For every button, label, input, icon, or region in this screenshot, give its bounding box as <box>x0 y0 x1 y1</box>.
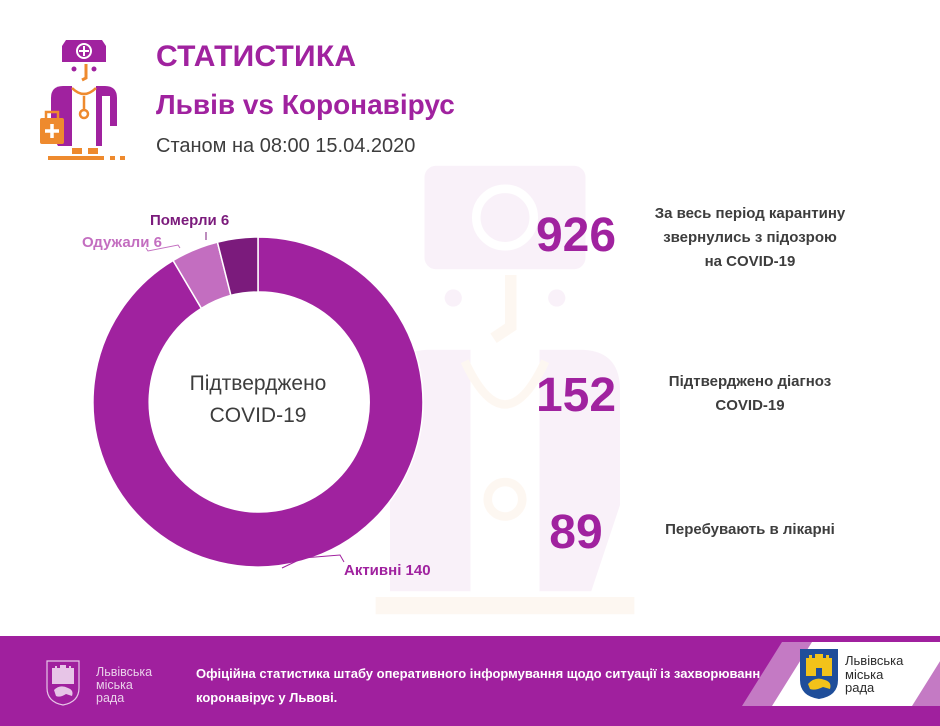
city-council-badge: Львівська міська рада <box>795 644 935 704</box>
stat-text-line: COVID-19 <box>715 397 785 414</box>
donut-center-line1: Підтверджено <box>189 372 327 395</box>
page-title: СТАТИСТИКА <box>156 40 357 73</box>
label-active: Активні 140 <box>344 562 431 579</box>
stat-hospitalized-value: 89 <box>549 506 603 559</box>
page-subtitle: Львів vs Коронавірус <box>156 89 455 120</box>
footer-org-line: Львівська <box>96 665 153 679</box>
doctor-icon <box>40 40 125 160</box>
footer-org-line: рада <box>96 691 125 705</box>
footer-text-line: коронавірус у Львові. <box>196 690 338 705</box>
stat-text-line: Перебувають в лікарні <box>665 521 835 538</box>
stat-hospitalized-text: Перебувають в лікарні <box>630 518 870 542</box>
donut-center-label: Підтверджено COVID-19 <box>148 368 368 432</box>
label-died: Померли 6 <box>150 212 230 229</box>
badge-org-line: міська <box>845 666 884 682</box>
donut-chart <box>92 232 424 569</box>
stat-suspected-value: 926 <box>535 209 617 262</box>
date-line: Станом на 08:00 15.04.2020 <box>156 135 416 157</box>
stat-text-line: звернулись з підозрою <box>663 229 837 246</box>
stat-confirmed-value: 152 <box>535 369 617 422</box>
donut-center-line2: COVID-19 <box>209 404 307 427</box>
footer-description: Офіційна статистика штабу оперативного і… <box>196 662 776 710</box>
stat-suspected-text: За весь період карантину звернулись з пі… <box>630 202 870 274</box>
badge-org-line: рада <box>845 680 875 695</box>
label-recovered: Одужали 6 <box>82 234 162 251</box>
stat-confirmed-text: Підтверджено діагноз COVID-19 <box>630 370 870 418</box>
footer-org-name: Львівська міська рада <box>96 666 152 705</box>
lviv-coat-of-arms-icon <box>46 660 80 706</box>
footer-text-line: Офіційна статистика штабу оперативного і… <box>196 666 761 681</box>
donut-slice-active <box>92 236 424 568</box>
badge-org-line: Львівська <box>845 653 904 668</box>
doctor-watermark-icon <box>375 165 635 615</box>
footer-org-line: міська <box>96 678 133 692</box>
footer: Львівська міська рада Офіційна статистик… <box>0 636 940 726</box>
donut-slice-died <box>216 236 259 297</box>
stat-text-line: Підтверджено діагноз <box>668 373 832 390</box>
stat-text-line: на COVID-19 <box>704 253 796 270</box>
stat-text-line: За весь період карантину <box>654 205 846 222</box>
lviv-coat-of-arms-icon <box>800 649 838 699</box>
badge-org-name: Львівська міська рада <box>845 654 903 695</box>
